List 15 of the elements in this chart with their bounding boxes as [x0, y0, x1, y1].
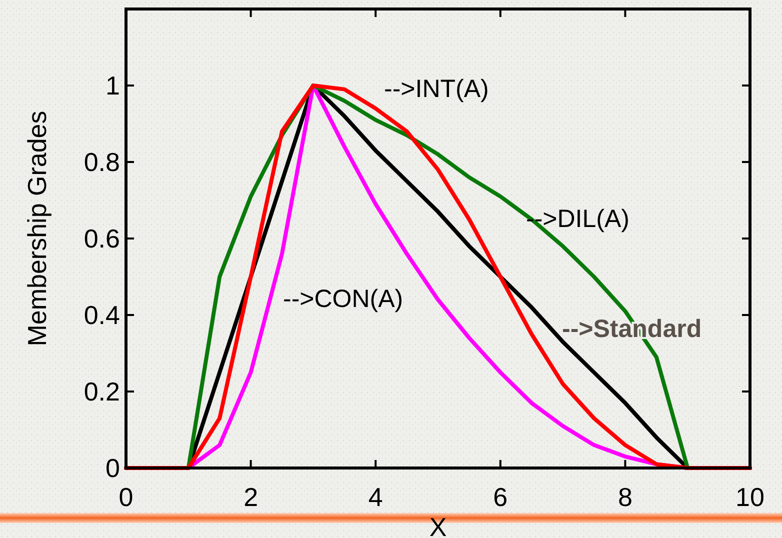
y-tick-label: 0.2	[84, 376, 120, 406]
y-axis-title: Membership Grades	[22, 110, 52, 346]
x-tick-label: 10	[736, 482, 764, 512]
x-tick-label: 2	[244, 482, 258, 512]
x-tick-label: 4	[368, 482, 383, 512]
y-tick-label: 0.6	[84, 224, 120, 254]
annotation: -->INT(A)	[384, 75, 489, 103]
annotation: -->CON(A)	[283, 285, 404, 313]
x-tick-label: 8	[618, 482, 632, 512]
y-tick-label: 0.4	[84, 300, 120, 330]
y-tick-label: 0.8	[84, 147, 120, 177]
x-axis-title: X	[429, 512, 447, 538]
y-tick-label: 0	[106, 453, 120, 483]
y-tick-label: 1	[106, 70, 120, 100]
x-tick-label: 6	[493, 482, 508, 512]
